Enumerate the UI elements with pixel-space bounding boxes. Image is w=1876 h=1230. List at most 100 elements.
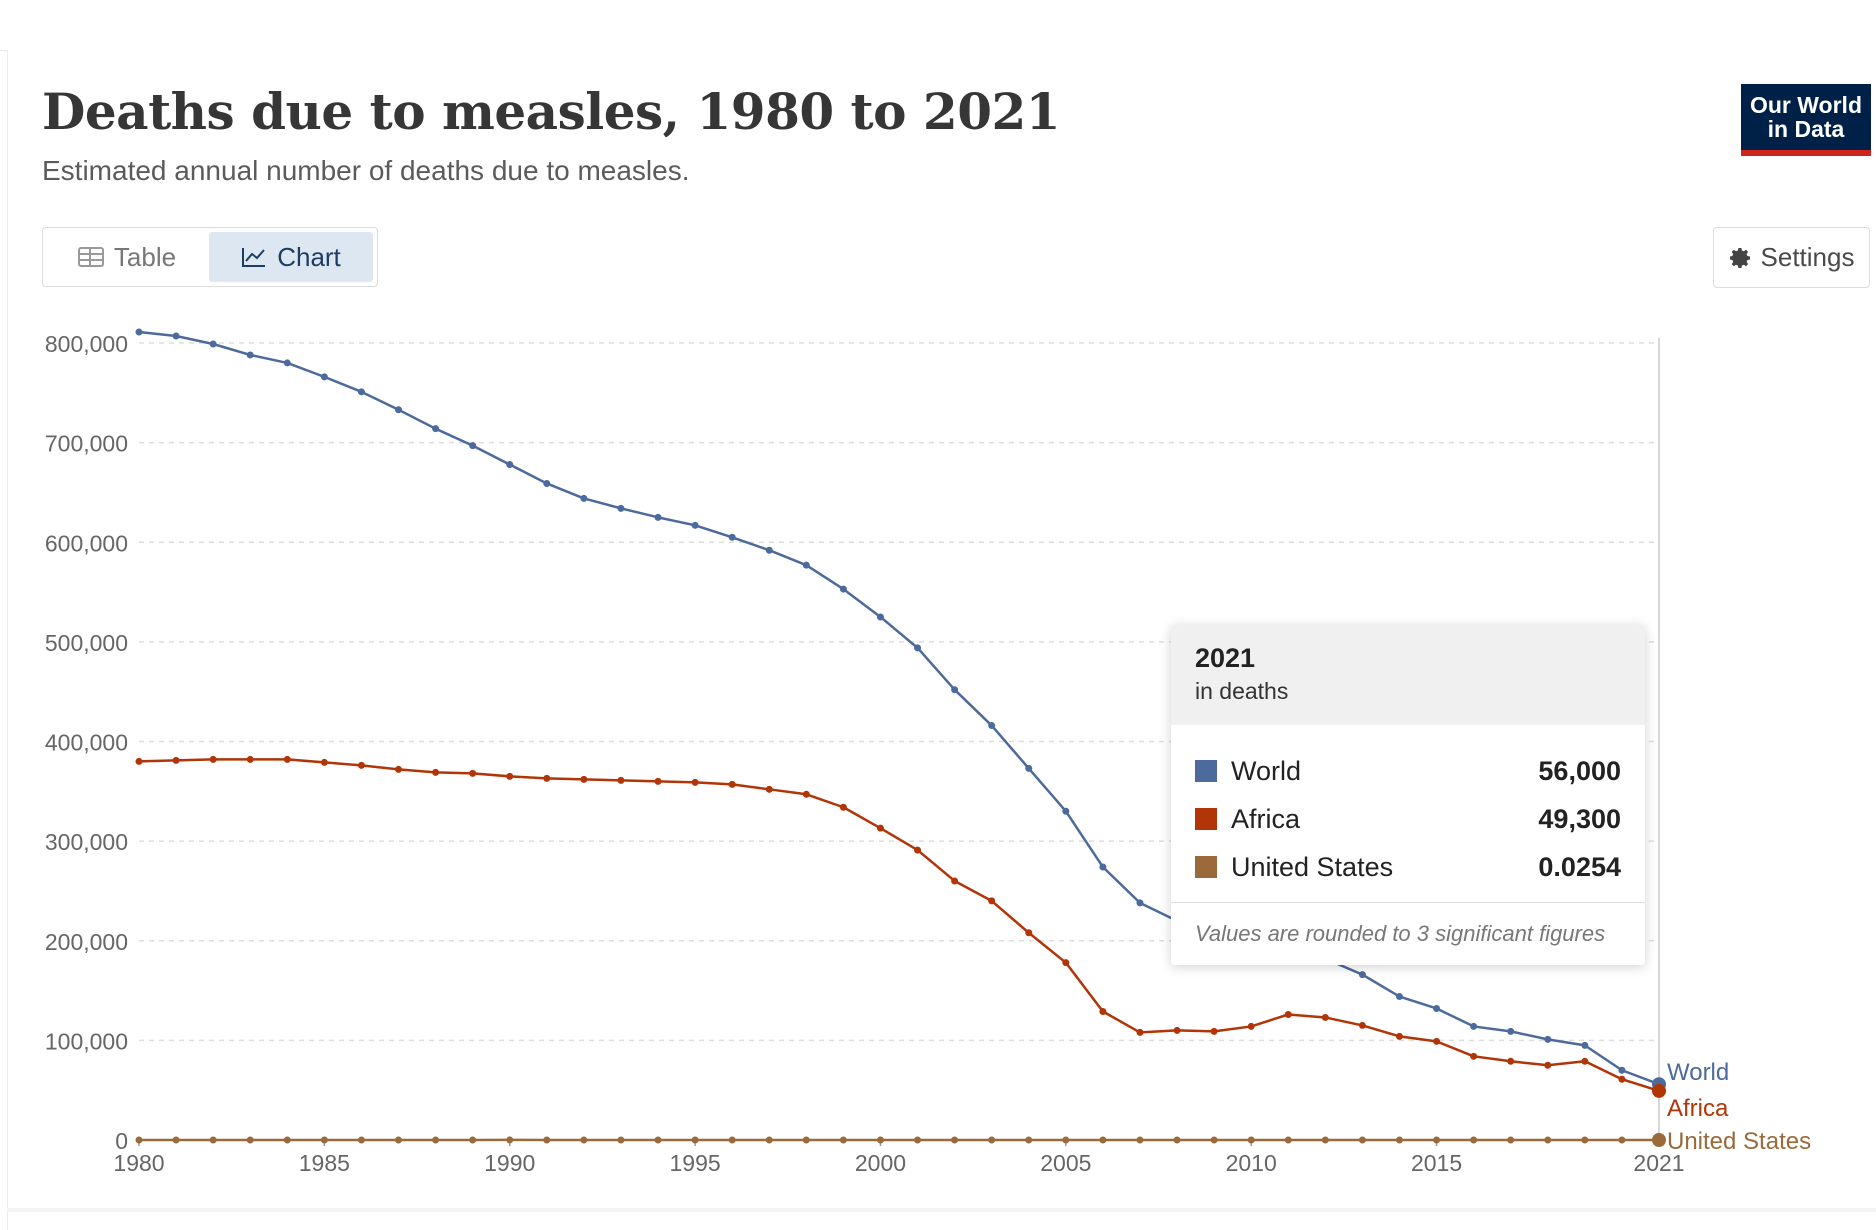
y-tick-label: 100,000 — [45, 1028, 128, 1054]
data-point — [284, 756, 291, 763]
data-point — [1174, 1027, 1181, 1034]
tooltip-row-value: 56,000 — [1538, 756, 1621, 787]
bottom-rule — [7, 1208, 1876, 1212]
data-point — [173, 1136, 180, 1143]
data-point — [506, 773, 513, 780]
tooltip-row-value: 0.0254 — [1538, 852, 1621, 883]
data-point — [1618, 1137, 1625, 1144]
data-point — [1470, 1053, 1477, 1060]
tab-table[interactable]: Table — [47, 232, 207, 282]
data-point — [395, 766, 402, 773]
tooltip-row-value: 49,300 — [1538, 804, 1621, 835]
data-point — [1285, 1011, 1292, 1018]
data-point — [1248, 1136, 1255, 1143]
data-point — [692, 522, 699, 529]
data-point — [1211, 1136, 1218, 1143]
x-tick-label: 1985 — [299, 1150, 350, 1176]
tooltip-footnote: Values are rounded to 3 significant figu… — [1171, 902, 1645, 947]
x-tick-label: 2010 — [1226, 1150, 1277, 1176]
data-point — [803, 562, 810, 569]
data-point — [803, 791, 810, 798]
data-point — [1470, 1136, 1477, 1143]
data-point — [1396, 1136, 1403, 1143]
data-point — [1359, 971, 1366, 978]
data-point — [1396, 1033, 1403, 1040]
data-point — [1136, 1136, 1143, 1143]
x-tick-label: 1980 — [113, 1150, 164, 1176]
data-point — [1062, 959, 1069, 966]
data-point — [1396, 993, 1403, 1000]
data-point — [1136, 899, 1143, 906]
data-point — [729, 1136, 736, 1143]
data-point — [1507, 1028, 1514, 1035]
data-point — [729, 781, 736, 788]
data-point — [210, 1136, 217, 1143]
data-point — [617, 777, 624, 784]
x-tick-label: 1995 — [670, 1150, 721, 1176]
owid-logo[interactable]: Our World in Data — [1741, 84, 1871, 156]
y-tick-label: 400,000 — [45, 730, 128, 756]
data-point — [580, 776, 587, 783]
tab-chart-label: Chart — [277, 242, 341, 273]
y-tick-label: 700,000 — [45, 431, 128, 457]
africa-swatch — [1195, 808, 1217, 830]
data-point — [469, 1136, 476, 1143]
data-point — [1652, 1084, 1666, 1098]
data-point — [173, 757, 180, 764]
y-tick-label: 800,000 — [45, 331, 128, 357]
data-point — [877, 1136, 884, 1143]
tooltip-row-label: United States — [1231, 852, 1538, 883]
data-point — [655, 778, 662, 785]
data-point — [1581, 1058, 1588, 1065]
x-tick-label: 2005 — [1040, 1150, 1091, 1176]
data-point — [543, 775, 550, 782]
tooltip-row-label: Africa — [1231, 804, 1538, 835]
data-point — [1211, 1028, 1218, 1035]
data-point — [1099, 1008, 1106, 1015]
x-tick-label: 1990 — [484, 1150, 535, 1176]
data-point — [1174, 1136, 1181, 1143]
data-point — [914, 644, 921, 651]
data-point — [321, 373, 328, 380]
data-point — [951, 1136, 958, 1143]
data-point — [655, 514, 662, 521]
data-point — [877, 825, 884, 832]
data-point — [1433, 1136, 1440, 1143]
tooltip-rows: World 56,000 Africa 49,300 United States… — [1171, 725, 1645, 891]
series-end-label: Africa — [1667, 1095, 1729, 1122]
data-point — [1025, 929, 1032, 936]
data-point — [1544, 1136, 1551, 1143]
tab-chart[interactable]: Chart — [209, 232, 373, 282]
data-point — [395, 1136, 402, 1143]
view-tabs: Table Chart — [42, 227, 378, 287]
data-point — [395, 406, 402, 413]
data-point — [803, 1136, 810, 1143]
gear-icon — [1729, 246, 1753, 270]
data-point — [1025, 765, 1032, 772]
data-point — [840, 1136, 847, 1143]
data-point — [173, 333, 180, 340]
data-point — [136, 329, 143, 336]
data-point — [432, 425, 439, 432]
data-point — [1136, 1029, 1143, 1036]
tooltip-header: 2021 in deaths — [1171, 625, 1645, 725]
chart-subtitle: Estimated annual number of deaths due to… — [42, 155, 690, 187]
data-point — [358, 1136, 365, 1143]
y-tick-label: 200,000 — [45, 929, 128, 955]
data-point — [1652, 1133, 1666, 1147]
data-point — [358, 762, 365, 769]
data-point — [1359, 1136, 1366, 1143]
data-point — [655, 1136, 662, 1143]
data-point — [1322, 1136, 1329, 1143]
tooltip-year: 2021 — [1195, 643, 1621, 674]
data-point — [988, 897, 995, 904]
data-point — [1433, 1038, 1440, 1045]
data-point — [988, 1136, 995, 1143]
data-point — [877, 613, 884, 620]
data-point — [469, 770, 476, 777]
data-point — [1470, 1023, 1477, 1030]
settings-button[interactable]: Settings — [1713, 227, 1870, 288]
data-point — [543, 1136, 550, 1143]
data-point — [284, 359, 291, 366]
data-point — [1544, 1036, 1551, 1043]
